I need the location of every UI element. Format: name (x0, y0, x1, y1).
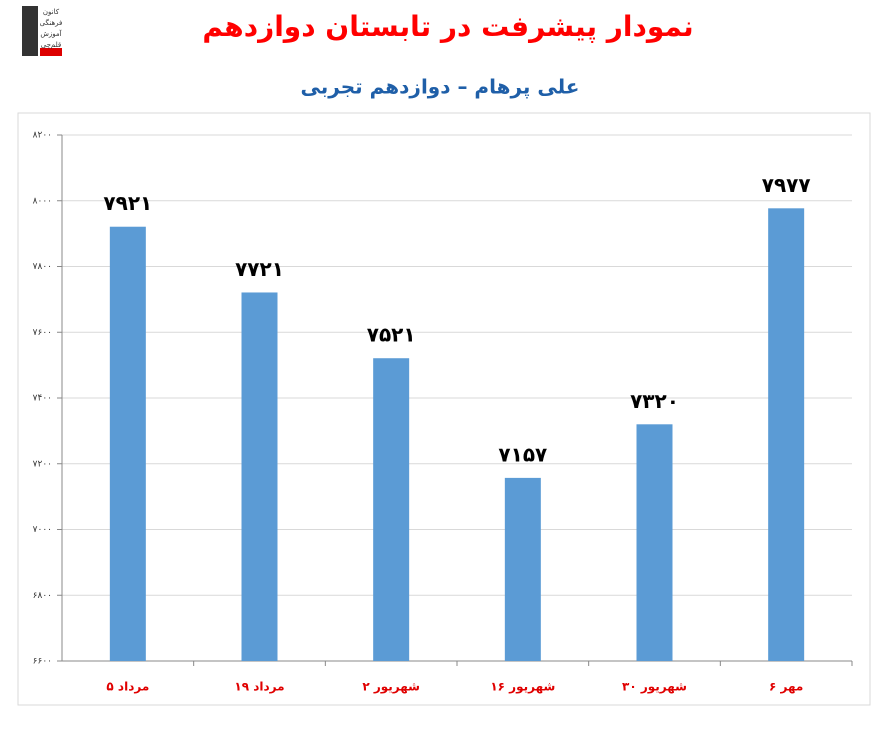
logo-text: کانون (43, 8, 60, 16)
y-tick-label: ۶۶۰۰ (33, 657, 52, 667)
value-label: ۷۷۲۱ (235, 257, 284, 281)
y-tick-label: ۷۰۰۰ (33, 525, 52, 535)
bar (373, 358, 410, 661)
x-tick-label: ۲ شهریور (362, 680, 420, 695)
value-label: ۷۹۷۷ (762, 173, 811, 197)
x-tick-label: ۵ مرداد (106, 680, 149, 694)
y-tick-label: ۸۰۰۰ (33, 196, 52, 206)
x-tick-label: ۱۹ مرداد (234, 680, 284, 694)
chart-frame (17, 112, 871, 706)
y-tick-label: ۷۲۰۰ (33, 459, 52, 469)
logo-text: فرهنگی (40, 18, 63, 27)
bar (636, 424, 673, 661)
bar (241, 292, 278, 661)
logo-text: آموزش (40, 29, 62, 38)
value-label: ۷۵۲۱ (367, 323, 416, 347)
value-label: ۷۹۲۱ (103, 191, 152, 215)
y-tick-label: ۷۶۰۰ (33, 328, 52, 338)
x-tick-label: ۳۰ شهریور (622, 680, 687, 695)
chart-subtitle: علی پرهام – دوازدهم تجربی (301, 75, 580, 100)
logo (22, 6, 62, 56)
chart-title: نمودار پیشرفت در تابستان دوازدهم (202, 10, 693, 43)
logo-text: قلم‌چی (41, 41, 61, 49)
y-tick-label: ۸۲۰۰ (33, 131, 52, 141)
y-tick-label: ۷۴۰۰ (33, 394, 52, 404)
y-tick-label: ۶۸۰۰ (33, 591, 52, 601)
x-tick-label: ۱۶ شهریور (490, 680, 555, 695)
logo-figure (22, 6, 38, 56)
logo-band (40, 48, 62, 56)
bar (109, 226, 146, 661)
x-tick-label: ۶ مهر (769, 680, 803, 694)
y-tick-label: ۷۸۰۰ (33, 262, 52, 272)
value-label: ۷۳۲۰ (630, 389, 679, 413)
bar (768, 208, 805, 661)
value-label: ۷۱۵۷ (498, 442, 547, 466)
bar (504, 477, 541, 661)
